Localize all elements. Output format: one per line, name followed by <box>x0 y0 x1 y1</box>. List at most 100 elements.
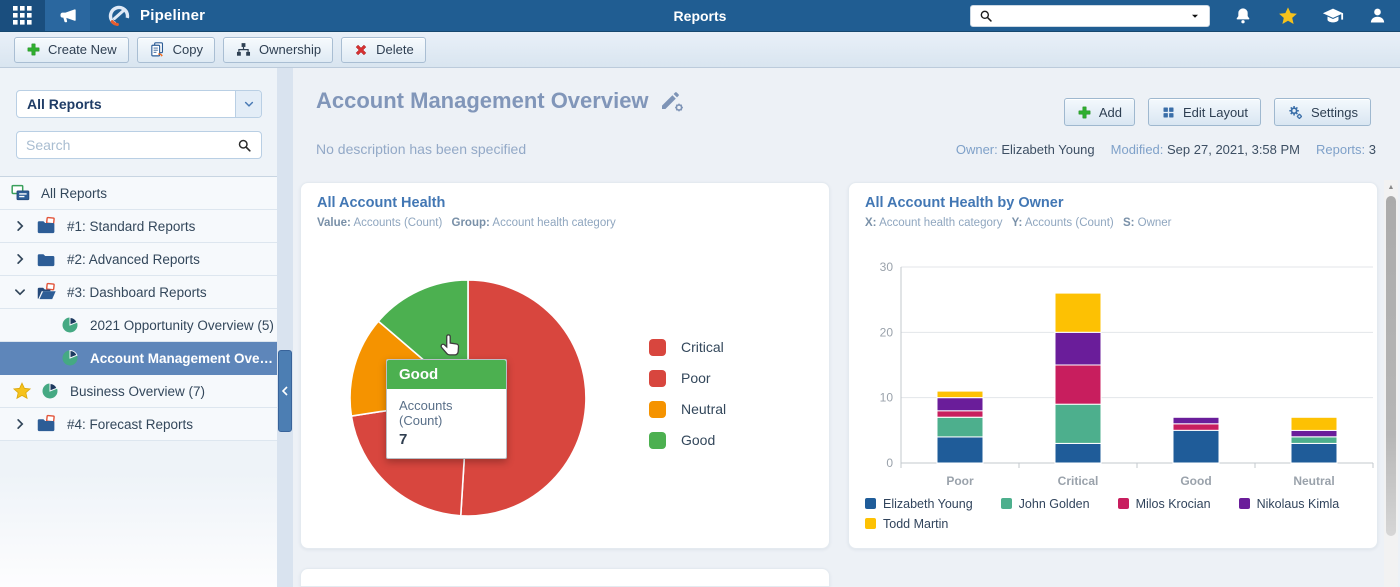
edit-title-icon[interactable] <box>659 88 685 114</box>
bar-segment-critical-milos-krocian[interactable] <box>1054 364 1102 405</box>
ownership-button[interactable]: Ownership <box>223 36 334 63</box>
reports-stack-icon <box>10 183 31 204</box>
sidebar-item-4-forecast-reports[interactable]: #4: Forecast Reports <box>0 408 277 441</box>
legend-swatch <box>649 338 666 356</box>
settings-button[interactable]: Settings <box>1274 98 1371 126</box>
sidebar-item-account-management-overvie[interactable]: Account Management Overvie... <box>0 342 277 375</box>
legend-swatch <box>649 400 666 418</box>
folder-docs-icon <box>36 216 57 237</box>
tree-chevron-icon[interactable] <box>12 220 28 232</box>
tree-chevron-icon[interactable] <box>12 286 28 298</box>
delete-button[interactable]: Delete <box>341 36 426 63</box>
widget-subtitle: X: Account health category Y: Accounts (… <box>865 217 1172 229</box>
sidebar-item-2021-opportunity-overview-5[interactable]: 2021 Opportunity Overview (5) <box>0 309 277 342</box>
pipeliner-logo[interactable]: Pipeliner <box>90 0 205 31</box>
reports-tree: All Reports #1: Standard Reports #2: Advan… <box>0 176 277 441</box>
sidebar-search-input[interactable] <box>26 137 237 153</box>
sidebar-search[interactable] <box>16 131 262 159</box>
scroll-up-arrow[interactable]: ▲ <box>1387 183 1395 191</box>
folder-docs-open-icon <box>36 282 57 303</box>
global-search[interactable] <box>970 4 1210 27</box>
favorites-button[interactable] <box>1265 5 1310 27</box>
bar-segment-poor-milos-krocian[interactable] <box>936 410 984 418</box>
copy-button[interactable]: Copy <box>136 36 215 63</box>
reports-filter-dropdown[interactable]: All Reports <box>16 90 262 118</box>
legend-swatch <box>649 369 666 387</box>
legend-item-milos-krocian[interactable]: Milos Krocian <box>1117 495 1211 512</box>
announcements-button[interactable] <box>45 0 90 31</box>
chevron-left-icon <box>281 386 288 396</box>
copy-icon <box>149 41 166 58</box>
add-button[interactable]: Add <box>1063 98 1135 126</box>
sidebar-item-label: #1: Standard Reports <box>67 218 196 234</box>
legend-item-critical[interactable]: Critical <box>649 338 726 356</box>
axis-tick-label: Neutral <box>1293 474 1334 488</box>
edit-layout-button[interactable]: Edit Layout <box>1147 98 1262 126</box>
tree-chevron-icon[interactable] <box>12 418 28 430</box>
stacked-bar-chart[interactable]: 0 10 20 30 Poor Critical Good Neutral <box>849 241 1379 493</box>
legend-item-todd-martin[interactable]: Todd Martin <box>865 515 948 532</box>
legend-swatch <box>1000 498 1012 509</box>
widget-title: All Account Health by Owner <box>865 195 1064 211</box>
notifications-button[interactable] <box>1220 6 1265 26</box>
legend-item-neutral[interactable]: Neutral <box>649 400 726 418</box>
legend-item-elizabeth-young[interactable]: Elizabeth Young <box>865 495 973 512</box>
legend-item-john-golden[interactable]: John Golden <box>1000 495 1090 512</box>
bar-segment-critical-todd-martin[interactable] <box>1054 292 1102 333</box>
layout-icon <box>1161 105 1176 120</box>
bar-segment-neutral-john-golden[interactable] <box>1290 436 1338 444</box>
sidebar-collapse-handle[interactable] <box>278 350 292 432</box>
meta-owner: Owner: Elizabeth Young <box>955 142 1095 157</box>
sidebar-item-3-dashboard-reports[interactable]: #3: Dashboard Reports <box>0 276 277 309</box>
sidebar-item-label: #2: Advanced Reports <box>67 251 200 267</box>
search-dropdown-caret-icon[interactable] <box>1189 10 1201 22</box>
folder-docs-icon <box>36 414 57 435</box>
sidebar-splitter[interactable] <box>277 68 293 587</box>
app-grid-icon[interactable] <box>0 0 45 31</box>
scrollbar-thumb[interactable] <box>1386 196 1396 536</box>
bar-segment-poor-todd-martin[interactable] <box>936 390 984 399</box>
folder-icon <box>36 249 57 270</box>
sidebar-item-all-reports[interactable]: All Reports <box>0 177 277 210</box>
bar-segment-neutral-nikolaus-kimla[interactable] <box>1290 429 1338 438</box>
widget-all-account-health-by-owner: All Account Health by Owner X: Account h… <box>848 182 1378 549</box>
legend-item-nikolaus-kimla[interactable]: Nikolaus Kimla <box>1238 495 1339 512</box>
user-icon <box>1370 8 1385 23</box>
legend-item-poor[interactable]: Poor <box>649 369 726 387</box>
global-search-input[interactable] <box>993 8 1189 23</box>
bar-segment-poor-nikolaus-kimla[interactable] <box>936 397 984 412</box>
bar-segment-neutral-elizabeth-young[interactable] <box>1290 442 1338 464</box>
widget-title: All Account Health <box>317 195 446 211</box>
legend-item-good[interactable]: Good <box>649 431 726 449</box>
axis-tick-label: 20 <box>880 325 894 339</box>
sidebar-item-label: #4: Forecast Reports <box>67 416 194 432</box>
chevron-down-icon <box>244 101 253 107</box>
report-meta: Owner: Elizabeth Young Modified: Sep 27, … <box>956 142 1376 157</box>
pie-legend: Critical Poor Neutral Good <box>649 338 726 462</box>
megaphone-icon <box>60 8 76 22</box>
profile-button[interactable] <box>1355 5 1400 26</box>
favorite-star-icon[interactable] <box>12 381 32 401</box>
bar-segment-critical-john-golden[interactable] <box>1054 403 1102 444</box>
axis-tick-label: 0 <box>886 456 893 470</box>
filter-caret[interactable] <box>235 91 261 117</box>
tree-chevron-icon[interactable] <box>12 253 28 265</box>
bar-segment-good-elizabeth-young[interactable] <box>1172 429 1220 464</box>
bar-segment-poor-john-golden[interactable] <box>936 416 984 438</box>
create-new-button[interactable]: Create New <box>14 36 129 63</box>
bar-segment-neutral-todd-martin[interactable] <box>1290 416 1338 431</box>
bar-legend: Elizabeth Young John Golden Milos Krocian N… <box>865 495 1370 532</box>
bar-segment-good-milos-krocian[interactable] <box>1172 423 1220 431</box>
bar-segment-critical-elizabeth-young[interactable] <box>1054 442 1102 464</box>
axis-tick-label: Good <box>1180 474 1211 488</box>
bar-segment-good-nikolaus-kimla[interactable] <box>1172 416 1220 425</box>
sidebar-item-2-advanced-reports[interactable]: #2: Advanced Reports <box>0 243 277 276</box>
search-icon <box>980 10 992 22</box>
sidebar-item-1-standard-reports[interactable]: #1: Standard Reports <box>0 210 277 243</box>
learning-button[interactable] <box>1310 5 1355 27</box>
main-scrollbar[interactable]: ▲ <box>1384 180 1398 587</box>
bar-segment-poor-elizabeth-young[interactable] <box>936 436 984 464</box>
bar-segment-critical-nikolaus-kimla[interactable] <box>1054 331 1102 366</box>
action-toolbar: Create New Copy Ownership Delete <box>0 32 1400 68</box>
sidebar-item-business-overview-7[interactable]: Business Overview (7) <box>0 375 277 408</box>
